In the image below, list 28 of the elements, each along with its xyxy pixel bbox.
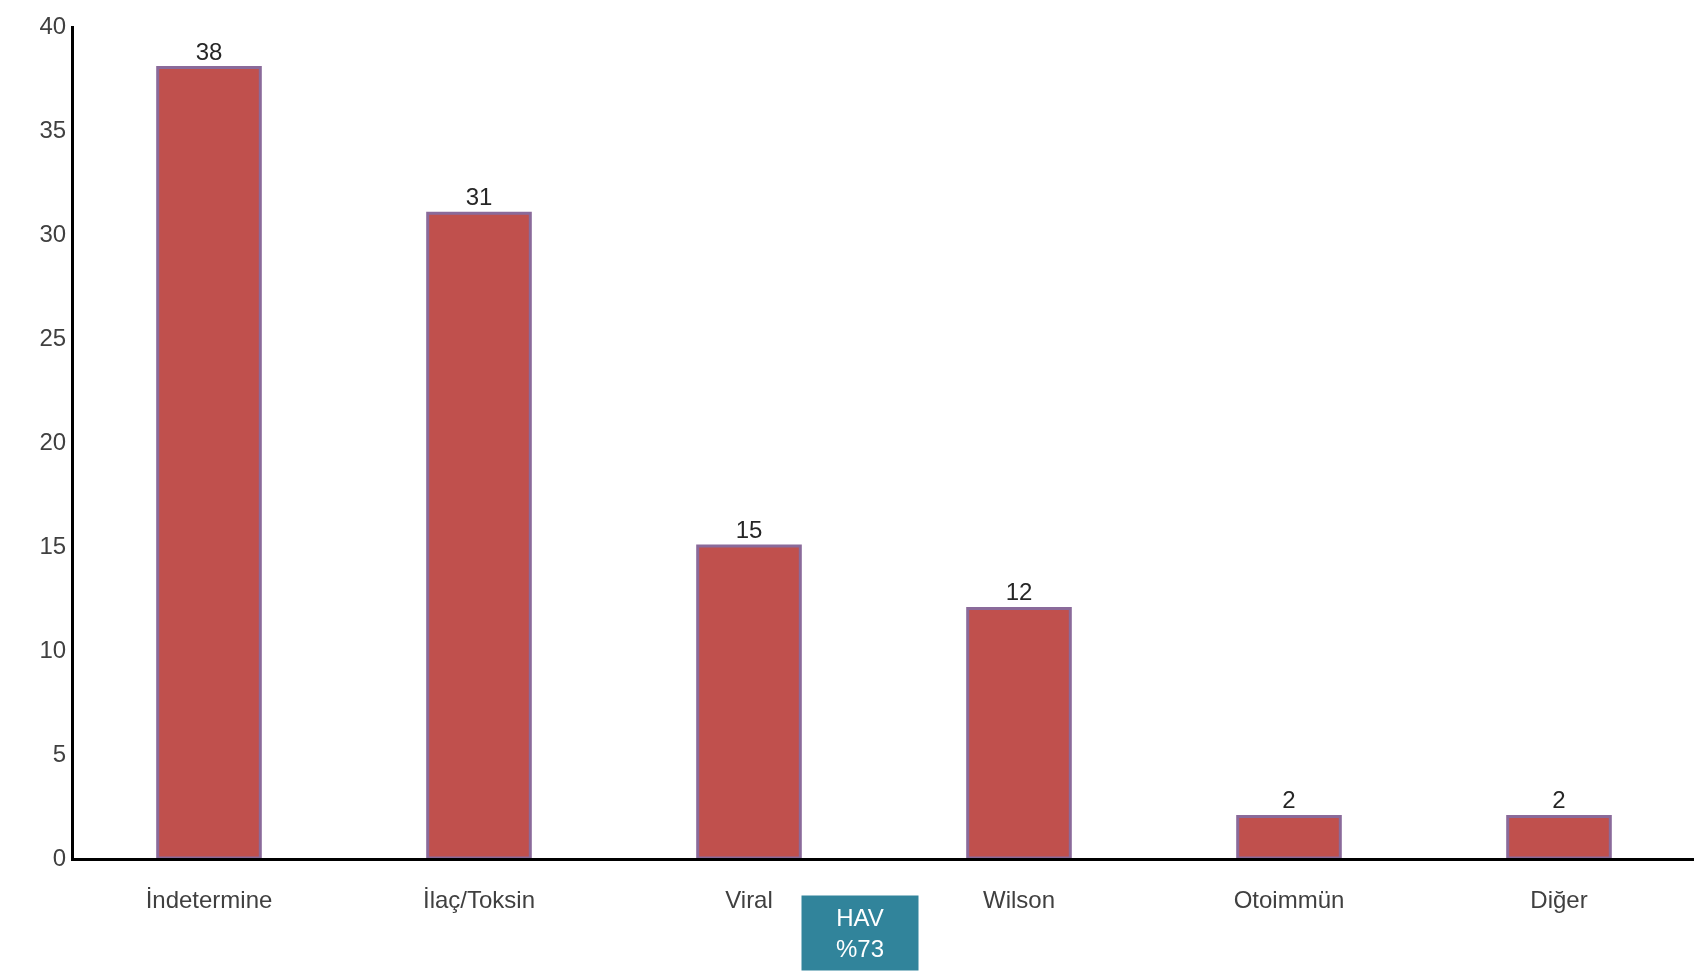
bar [156,66,262,858]
y-tick-label: 25 [39,324,67,352]
y-tick-label: 20 [39,428,67,456]
x-tick-label: Diğer [1530,885,1588,913]
data-label: 15 [735,516,763,543]
x-tick-label: Otoimmün [1233,885,1345,913]
y-tick-label: 5 [52,740,67,768]
data-label: 2 [1552,786,1566,814]
x-tick-label: Viral [725,885,773,913]
x-tick-label: İlaç/Toksin [422,885,536,913]
y-tick-label: 35 [39,116,67,144]
data-label: 12 [1005,578,1033,606]
bar [426,211,532,858]
bar [1236,814,1342,858]
bar [966,606,1072,858]
bar [1506,814,1612,858]
data-label: 38 [195,37,223,65]
y-tick-label: 0 [52,844,67,872]
y-tick-label: 15 [39,532,67,560]
text: HAV %73 [835,904,885,963]
x-tick-label: İndetermine [145,885,273,913]
y-tick-label: 40 [39,12,67,40]
y-tick-label: 10 [39,636,67,664]
bar [696,544,802,858]
data-label: 31 [465,183,493,211]
y-tick-label: 30 [39,220,67,248]
x-tick-label: Wilson [982,885,1056,913]
data-label: 2 [1282,786,1296,814]
